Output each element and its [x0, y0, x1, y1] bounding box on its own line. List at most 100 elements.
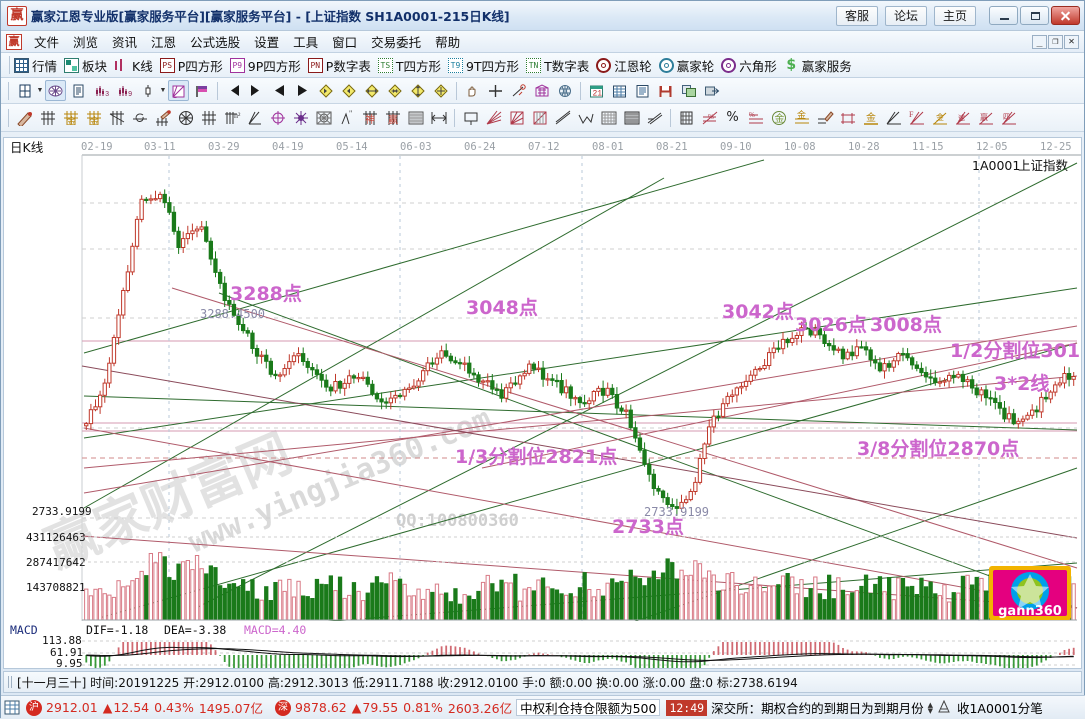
gold-lines-icon[interactable]: 金: [791, 107, 812, 128]
dense-grid-icon[interactable]: [405, 107, 426, 128]
shortcut-p-square[interactable]: PS P四方形: [160, 56, 223, 75]
shift-left-icon[interactable]: [315, 80, 336, 101]
hand-pan-icon[interactable]: [462, 80, 483, 101]
gann-fan-icon[interactable]: [168, 80, 189, 101]
export-icon[interactable]: [701, 80, 722, 101]
flag-icon[interactable]: [191, 80, 212, 101]
shortcut-gann-wheel[interactable]: 江恩轮: [596, 56, 652, 75]
star-burst-icon[interactable]: [290, 107, 311, 128]
bar-compare-icon[interactable]: [676, 107, 697, 128]
ying-grid-icon[interactable]: 赢: [382, 107, 403, 128]
chart-canvas[interactable]: 日K线 02-19 03-11 03-29 04-19 05-14 06-03 …: [3, 137, 1082, 669]
pen-draw-icon[interactable]: [14, 107, 35, 128]
contract-horizontal-icon[interactable]: [384, 80, 405, 101]
document-lines-icon[interactable]: [632, 80, 653, 101]
shen-grid-icon[interactable]: 神: [359, 107, 380, 128]
crosshair-icon[interactable]: [485, 80, 506, 101]
menu-item-formula-stock-pick[interactable]: 公式选股: [183, 30, 247, 53]
minimize-button[interactable]: [989, 6, 1018, 25]
alert-icon[interactable]: [937, 700, 953, 716]
shortcut-sector[interactable]: 板块: [64, 56, 107, 75]
speed-lines-icon[interactable]: 速: [952, 107, 973, 128]
shortcut-winner-wheel[interactable]: 赢家轮: [659, 56, 715, 75]
single-candle-icon[interactable]: [137, 80, 158, 101]
calendar-21-icon[interactable]: 21: [586, 80, 607, 101]
gann-gold-grid-icon[interactable]: 金: [60, 107, 81, 128]
mdi-restore-button[interactable]: ❐: [1048, 35, 1063, 49]
network-icon[interactable]: [554, 80, 575, 101]
shortcut-winner-service[interactable]: $ 赢家服务: [784, 56, 852, 75]
zigzag-icon[interactable]: [575, 107, 596, 128]
shortcut-quotes[interactable]: 行情: [14, 56, 57, 75]
forum-button[interactable]: 论坛: [885, 6, 927, 26]
n-squared-icon[interactable]: n²: [221, 107, 242, 128]
gold-circle-icon[interactable]: 金: [768, 107, 789, 128]
fib-red-icon[interactable]: [837, 107, 858, 128]
maximize-button[interactable]: [1020, 6, 1049, 25]
grid-small-icon[interactable]: [598, 107, 619, 128]
menu-item-gann[interactable]: 江恩: [144, 30, 183, 53]
candles-9-icon[interactable]: 9: [114, 80, 135, 101]
menu-item-file[interactable]: 文件: [27, 30, 66, 53]
mdi-minimize-button[interactable]: _: [1032, 35, 1047, 49]
chart-svg[interactable]: 日K线 02-19 03-11 03-29 04-19 05-14 06-03 …: [4, 138, 1082, 669]
resize-grip[interactable]: [8, 676, 13, 688]
shortcut-t-square[interactable]: TS T四方形: [378, 56, 441, 75]
gann-gold-grid-2-icon[interactable]: 金: [83, 107, 104, 128]
menu-item-tools[interactable]: 工具: [286, 30, 325, 53]
expand-vertical-icon[interactable]: [407, 80, 428, 101]
grid-lines-icon[interactable]: [198, 107, 219, 128]
scroll-message[interactable]: 中权利仓持仓限额为500: [516, 699, 660, 716]
spiral-icon[interactable]: [129, 107, 150, 128]
menu-item-browse[interactable]: 浏览: [66, 30, 105, 53]
list-report-icon[interactable]: [68, 80, 89, 101]
fan-lines-red-icon[interactable]: [483, 107, 504, 128]
gold-under-icon[interactable]: 金: [860, 107, 881, 128]
table-grid-icon[interactable]: [609, 80, 630, 101]
shortcut-hexagon[interactable]: 六角形: [721, 56, 777, 75]
calendar-day-icon[interactable]: [14, 80, 35, 101]
ying-lines-icon[interactable]: 赢: [975, 107, 996, 128]
chevron-down-icon[interactable]: ▼: [36, 80, 44, 101]
rect-tool-icon[interactable]: [460, 107, 481, 128]
target-circle-icon[interactable]: [267, 107, 288, 128]
news-text[interactable]: 深交所：期权合约的到期日为到期月份: [711, 698, 924, 717]
shortcut-9t-square[interactable]: T9 9T四方形: [448, 56, 519, 75]
four-lines-icon[interactable]: 四: [998, 107, 1019, 128]
mdi-close-button[interactable]: ✕: [1064, 35, 1079, 49]
draw-tools-icon[interactable]: [531, 80, 552, 101]
market-grid-icon[interactable]: [4, 700, 20, 716]
customer-service-button[interactable]: 客服: [836, 6, 878, 26]
spider-grid-icon[interactable]: [313, 107, 334, 128]
shift-right-icon[interactable]: [338, 80, 359, 101]
percent-move-icon[interactable]: ": [336, 107, 357, 128]
grid-dense2-icon[interactable]: [621, 107, 642, 128]
shortcut-kline[interactable]: K线: [114, 56, 153, 75]
angle-line-icon[interactable]: [883, 107, 904, 128]
box-fan-icon[interactable]: [506, 107, 527, 128]
percent-fan-icon[interactable]: %: [699, 107, 720, 128]
box-grid-fan-icon[interactable]: [529, 107, 550, 128]
prev-icon[interactable]: [269, 80, 290, 101]
menu-item-window[interactable]: 窗口: [325, 30, 364, 53]
angle-icon[interactable]: [244, 107, 265, 128]
f-lines-icon[interactable]: F: [906, 107, 927, 128]
homepage-button[interactable]: 主页: [934, 6, 976, 26]
two-lines-icon[interactable]: [552, 107, 573, 128]
shortcut-p-number-table[interactable]: PN P数字表: [308, 56, 371, 75]
next-icon[interactable]: [292, 80, 313, 101]
percent-icon[interactable]: %: [722, 107, 743, 128]
shortcut-9p-square[interactable]: P9 9P四方形: [230, 56, 301, 75]
chevron-down-icon-2[interactable]: ▼: [159, 80, 167, 101]
trend-bands-icon[interactable]: [644, 107, 665, 128]
menu-item-trade-entrust[interactable]: 交易委托: [364, 30, 428, 53]
pen-grid-icon[interactable]: [152, 107, 173, 128]
circle-lines-icon[interactable]: [175, 107, 196, 128]
draw-line-icon[interactable]: [508, 80, 529, 101]
expand-horizontal-icon[interactable]: [361, 80, 382, 101]
candles-3-icon[interactable]: 3: [91, 80, 112, 101]
gann-grid-icon[interactable]: [37, 107, 58, 128]
arrows-span-icon[interactable]: [428, 107, 449, 128]
gann-fan-grid-icon[interactable]: [106, 107, 127, 128]
copy-icon[interactable]: [678, 80, 699, 101]
